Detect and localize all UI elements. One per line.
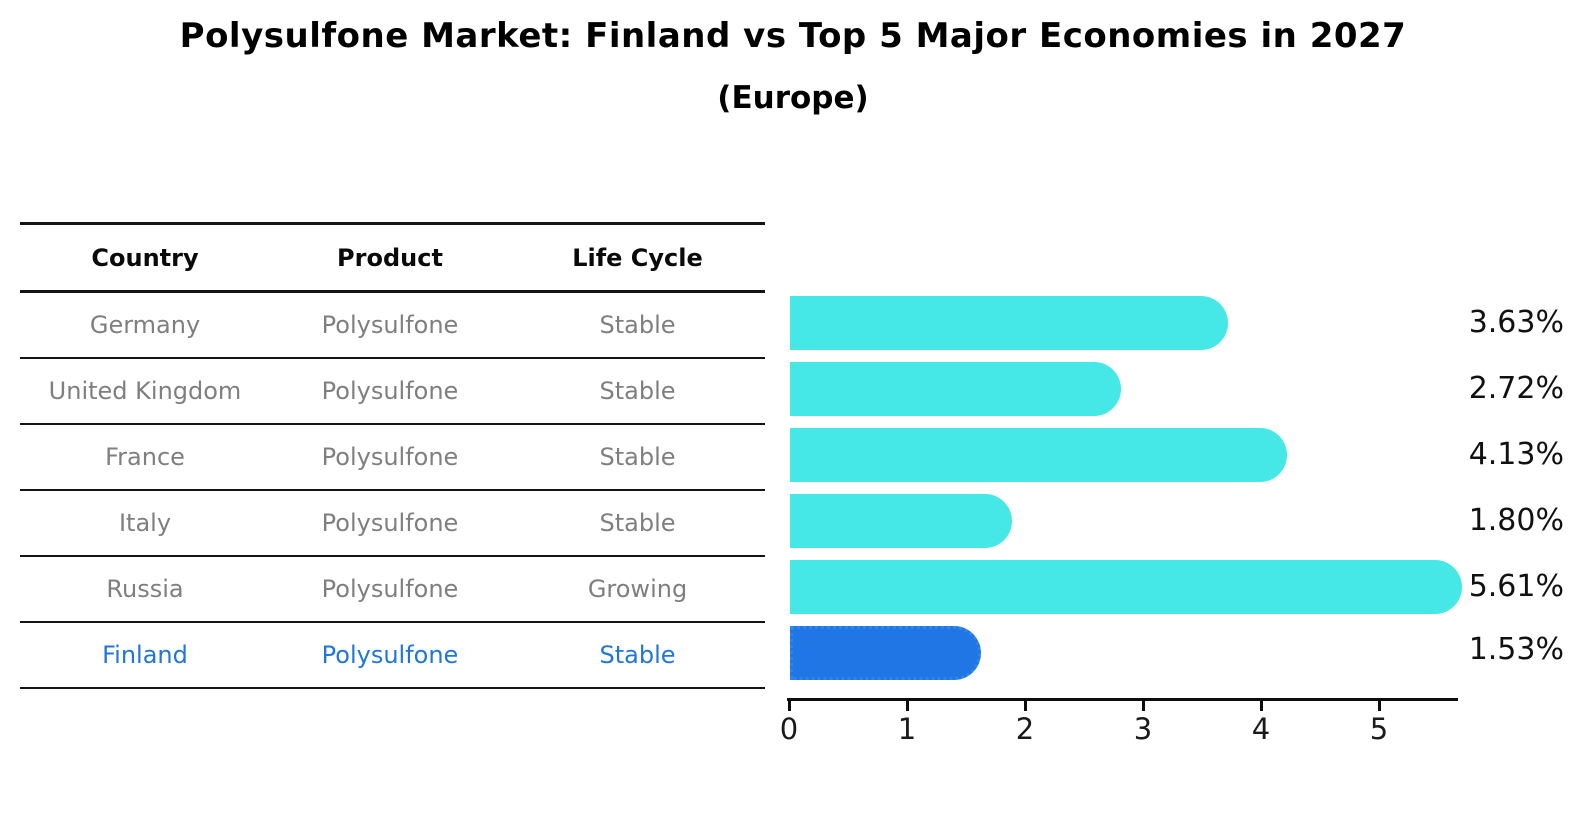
table-row-finland: Finland Polysulfone Stable	[20, 623, 765, 689]
cell-product: Polysulfone	[321, 377, 459, 405]
cell-country: Italy	[118, 509, 172, 537]
bar-italy	[790, 494, 1013, 548]
header-country: Country	[91, 243, 199, 272]
x-axis-tick	[788, 701, 791, 711]
x-axis-tick	[1260, 701, 1263, 711]
x-tick-label: 1	[897, 712, 917, 746]
bar-russia	[790, 560, 1462, 614]
cell-life-cycle: Stable	[599, 509, 676, 537]
table-row-germany: Germany Polysulfone Stable	[20, 293, 765, 359]
cell-life-cycle: Stable	[599, 443, 676, 471]
table-row-italy: Italy Polysulfone Stable	[20, 491, 765, 557]
value-label-united-kingdom: 2.72%	[1468, 371, 1564, 406]
value-label-italy: 1.80%	[1468, 503, 1564, 538]
header-life-cycle: Life Cycle	[572, 243, 703, 272]
chart-title: Polysulfone Market: Finland vs Top 5 Maj…	[179, 16, 1407, 56]
x-axis-line	[787, 698, 1458, 701]
bar-finland	[790, 626, 981, 680]
cell-country: France	[105, 443, 185, 471]
table-row-france: France Polysulfone Stable	[20, 425, 765, 491]
x-axis-tick	[1378, 701, 1381, 711]
x-tick-label: 0	[779, 712, 799, 746]
x-tick-label: 3	[1133, 712, 1153, 746]
cell-life-cycle: Stable	[599, 311, 676, 339]
bar-united-kingdom	[790, 362, 1121, 416]
table-row-russia: Russia Polysulfone Growing	[20, 557, 765, 623]
cell-country: Germany	[89, 311, 201, 339]
cell-life-cycle: Stable	[599, 641, 676, 669]
value-label-germany: 3.63%	[1468, 305, 1564, 340]
table-row-united-kingdom: United Kingdom Polysulfone Stable	[20, 359, 765, 425]
cell-country: Russia	[106, 575, 184, 603]
x-tick-label: 5	[1369, 712, 1389, 746]
cell-product: Polysulfone	[321, 443, 459, 471]
x-tick-label: 4	[1251, 712, 1271, 746]
x-tick-label: 2	[1015, 712, 1035, 746]
chart-subtitle: (Europe)	[717, 80, 869, 116]
cell-product: Polysulfone	[321, 509, 459, 537]
cell-life-cycle: Growing	[587, 575, 688, 603]
cell-product: Polysulfone	[321, 575, 459, 603]
cell-country: Finland	[102, 641, 188, 669]
cell-product: Polysulfone	[321, 641, 459, 669]
bar-france	[790, 428, 1288, 482]
cell-product: Polysulfone	[321, 311, 459, 339]
bar-germany	[790, 296, 1229, 350]
value-label-france: 4.13%	[1468, 437, 1564, 472]
value-label-russia: 5.61%	[1468, 569, 1564, 604]
header-product: Product	[337, 243, 443, 272]
cell-life-cycle: Stable	[599, 377, 676, 405]
country-table: Country Product Life Cycle Germany Polys…	[20, 222, 765, 689]
x-axis-tick	[1024, 701, 1027, 711]
cell-country: United Kingdom	[48, 377, 242, 405]
table-header-row: Country Product Life Cycle	[20, 225, 765, 293]
x-axis-tick	[1142, 701, 1145, 711]
value-label-finland: 1.53%	[1468, 632, 1564, 667]
x-axis-tick	[906, 701, 909, 711]
